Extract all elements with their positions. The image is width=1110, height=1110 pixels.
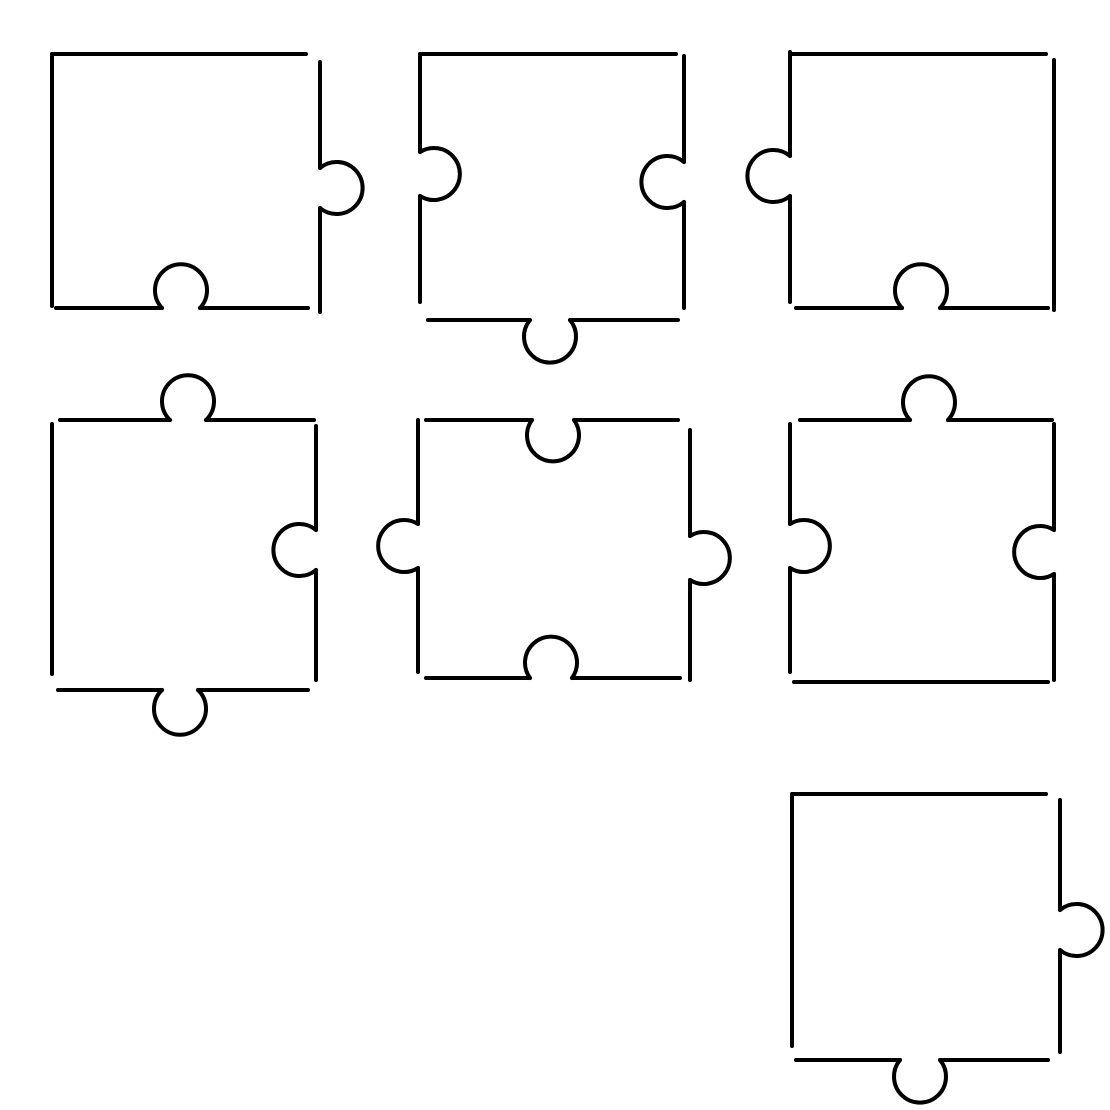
piece-3-bottom-blank: [893, 262, 949, 310]
piece-1-right-tab: [318, 160, 365, 216]
puzzle-piece-4: [50, 373, 318, 737]
puzzle-piece-2: [418, 52, 686, 365]
piece-2-right-blank: [639, 154, 686, 210]
puzzle-piece-7: [790, 792, 1105, 1105]
piece-2-bottom-tab: [522, 318, 578, 365]
puzzle-piece-3: [745, 50, 1056, 312]
piece-6-top-tab: [901, 374, 957, 422]
piece-5-right-tab: [688, 530, 732, 586]
puzzle-piece-6: [788, 374, 1056, 684]
piece-7-bottom-tab: [892, 1058, 948, 1105]
piece-6-right-blank: [1012, 524, 1056, 580]
piece-5-left-tab: [376, 518, 420, 574]
piece-4-top-tab: [160, 373, 216, 422]
piece-4-bottom-tab: [152, 688, 208, 737]
puzzle-piece-1: [50, 52, 365, 314]
piece-1-bottom-blank: [153, 262, 209, 310]
piece-6-left-blank: [788, 518, 832, 574]
piece-3-left-tab: [745, 148, 792, 204]
piece-5-bottom-blank: [523, 634, 579, 680]
piece-4-right-blank: [271, 522, 318, 578]
piece-2-left-blank: [418, 146, 462, 202]
puzzle-piece-5: [376, 418, 732, 682]
piece-7-right-tab: [1058, 902, 1105, 958]
piece-5-top-blank: [525, 418, 581, 464]
